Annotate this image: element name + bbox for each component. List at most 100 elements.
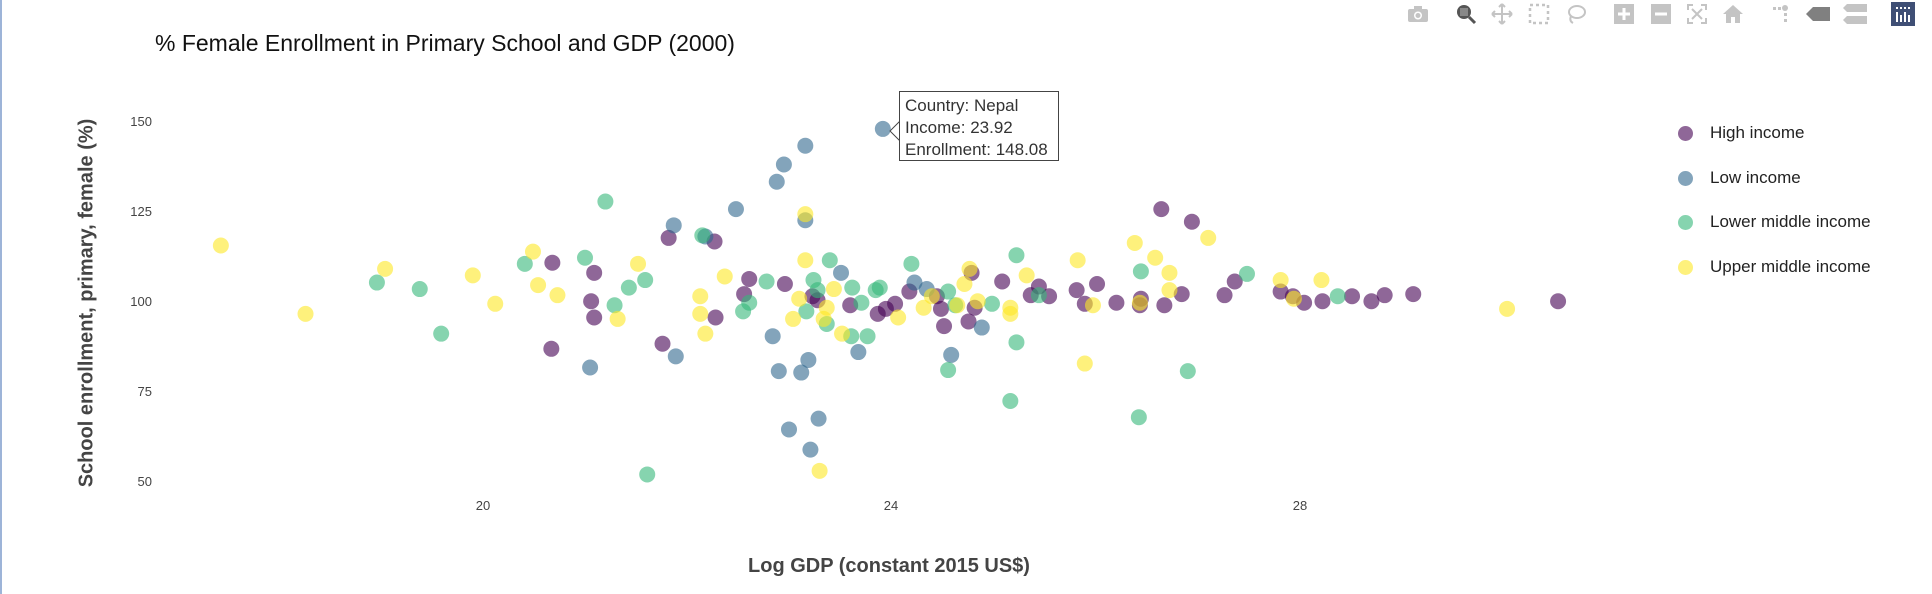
camera-icon[interactable] bbox=[1406, 2, 1430, 26]
data-point[interactable] bbox=[1313, 272, 1330, 289]
data-point[interactable] bbox=[1108, 294, 1125, 311]
data-point[interactable] bbox=[516, 255, 533, 272]
data-point[interactable] bbox=[487, 295, 504, 312]
data-point[interactable] bbox=[973, 319, 990, 336]
data-point[interactable] bbox=[793, 364, 810, 381]
data-point[interactable] bbox=[764, 328, 781, 345]
data-point[interactable] bbox=[903, 255, 920, 272]
data-point[interactable] bbox=[692, 288, 709, 305]
data-point[interactable] bbox=[694, 227, 711, 244]
data-point[interactable] bbox=[716, 268, 733, 285]
data-point[interactable] bbox=[1084, 297, 1101, 314]
data-point[interactable] bbox=[586, 264, 603, 281]
autoscale-icon[interactable] bbox=[1685, 2, 1709, 26]
data-point[interactable] bbox=[1076, 355, 1093, 372]
data-point[interactable] bbox=[707, 309, 724, 326]
data-point[interactable] bbox=[1161, 282, 1178, 299]
data-point[interactable] bbox=[727, 201, 744, 218]
data-point[interactable] bbox=[582, 359, 599, 376]
data-point[interactable] bbox=[797, 137, 814, 154]
data-point[interactable] bbox=[1018, 267, 1035, 284]
data-point[interactable] bbox=[775, 156, 792, 173]
data-point[interactable] bbox=[791, 290, 808, 307]
data-point[interactable] bbox=[961, 260, 978, 277]
data-point[interactable] bbox=[859, 328, 876, 345]
data-point[interactable] bbox=[735, 303, 752, 320]
data-point[interactable] bbox=[936, 318, 953, 335]
data-point[interactable] bbox=[583, 293, 600, 310]
data-point[interactable] bbox=[969, 293, 986, 310]
legend-item-lower-middle-income[interactable]: Lower middle income bbox=[1678, 212, 1871, 232]
data-point[interactable] bbox=[1089, 276, 1106, 292]
data-point[interactable] bbox=[586, 309, 603, 326]
data-point[interactable] bbox=[800, 351, 817, 368]
data-point[interactable] bbox=[1126, 234, 1143, 251]
data-point[interactable] bbox=[871, 279, 888, 296]
data-point[interactable] bbox=[1131, 294, 1148, 311]
data-point[interactable] bbox=[853, 294, 870, 311]
data-point[interactable] bbox=[1130, 409, 1147, 426]
data-point[interactable] bbox=[809, 282, 826, 299]
data-point[interactable] bbox=[630, 255, 647, 272]
reset-axes-icon[interactable] bbox=[1721, 2, 1745, 26]
data-point[interactable] bbox=[1069, 252, 1086, 269]
data-point[interactable] bbox=[667, 348, 684, 365]
data-point[interactable] bbox=[654, 335, 671, 352]
data-point[interactable] bbox=[660, 229, 677, 246]
data-point[interactable] bbox=[781, 421, 797, 438]
data-point[interactable] bbox=[758, 273, 775, 290]
data-point[interactable] bbox=[692, 305, 709, 322]
data-point[interactable] bbox=[1363, 293, 1380, 310]
data-point[interactable] bbox=[368, 274, 385, 291]
data-point[interactable] bbox=[544, 254, 561, 271]
data-point[interactable] bbox=[1173, 286, 1190, 303]
data-point[interactable] bbox=[620, 279, 637, 296]
data-point[interactable] bbox=[433, 325, 450, 342]
data-point[interactable] bbox=[577, 249, 593, 266]
data-point[interactable] bbox=[1216, 287, 1233, 304]
data-point[interactable] bbox=[940, 362, 957, 379]
data-point[interactable] bbox=[833, 264, 850, 281]
data-point[interactable] bbox=[1008, 334, 1025, 351]
data-point[interactable] bbox=[549, 287, 566, 304]
plotly-logo-icon[interactable] bbox=[1891, 2, 1915, 26]
data-point[interactable] bbox=[949, 297, 966, 314]
data-point[interactable] bbox=[850, 344, 867, 361]
data-point[interactable] bbox=[844, 279, 861, 296]
data-point[interactable] bbox=[834, 325, 851, 342]
legend-item-high-income[interactable]: High income bbox=[1678, 123, 1805, 143]
data-point[interactable] bbox=[1405, 286, 1422, 303]
data-point[interactable] bbox=[940, 283, 957, 300]
data-point[interactable] bbox=[1002, 305, 1019, 322]
box-select-icon[interactable] bbox=[1527, 2, 1551, 26]
data-point[interactable] bbox=[1179, 363, 1196, 380]
data-point[interactable] bbox=[802, 441, 819, 458]
data-point[interactable] bbox=[543, 340, 560, 357]
data-point[interactable] bbox=[811, 462, 828, 479]
data-point[interactable] bbox=[1272, 283, 1289, 300]
data-point[interactable] bbox=[906, 274, 923, 291]
data-point[interactable] bbox=[597, 193, 614, 210]
data-point[interactable] bbox=[464, 267, 481, 284]
hover-compare-icon[interactable] bbox=[1843, 2, 1867, 26]
data-point[interactable] bbox=[639, 466, 656, 483]
data-point[interactable] bbox=[530, 277, 547, 294]
data-point[interactable] bbox=[923, 288, 940, 305]
data-point[interactable] bbox=[1226, 273, 1243, 290]
data-point[interactable] bbox=[983, 295, 1000, 312]
data-point[interactable] bbox=[915, 299, 932, 316]
zoom-out-icon[interactable] bbox=[1649, 2, 1673, 26]
data-point[interactable] bbox=[960, 313, 977, 330]
data-point[interactable] bbox=[785, 310, 802, 327]
data-point[interactable] bbox=[1285, 290, 1302, 307]
data-point[interactable] bbox=[1499, 300, 1516, 317]
data-point[interactable] bbox=[1272, 272, 1289, 289]
lasso-select-icon[interactable] bbox=[1564, 2, 1588, 26]
zoom-icon[interactable] bbox=[1454, 2, 1478, 26]
hover-closest-icon[interactable] bbox=[1806, 2, 1830, 26]
data-point[interactable] bbox=[1183, 213, 1200, 230]
data-point[interactable] bbox=[297, 305, 314, 322]
data-point[interactable] bbox=[212, 237, 229, 254]
data-point[interactable] bbox=[1200, 229, 1217, 246]
data-point[interactable] bbox=[1153, 201, 1170, 218]
